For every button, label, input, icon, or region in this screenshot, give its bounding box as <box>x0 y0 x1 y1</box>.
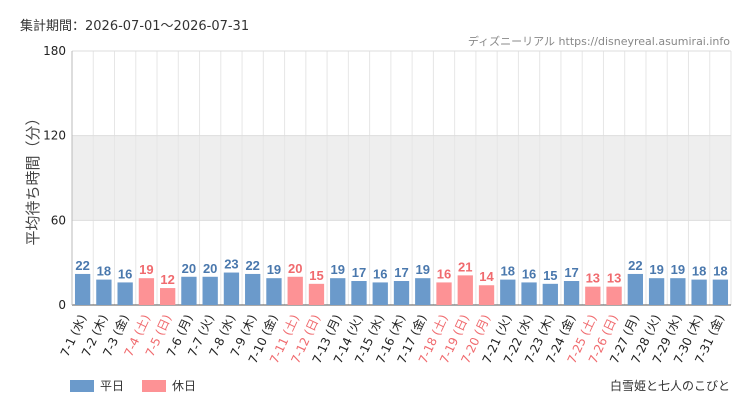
data-label: 17 <box>564 265 578 280</box>
data-label: 14 <box>479 269 494 284</box>
data-label: 18 <box>713 264 727 279</box>
data-label: 17 <box>352 265 366 280</box>
bar <box>223 272 240 305</box>
data-label: 15 <box>543 268 557 283</box>
y-tick-label: 0 <box>58 298 66 312</box>
data-label: 15 <box>309 268 323 283</box>
bar <box>138 278 155 305</box>
bar <box>648 278 665 305</box>
bar <box>96 279 112 305</box>
data-label: 19 <box>330 262 344 277</box>
data-label: 23 <box>224 257 238 272</box>
bar <box>691 279 707 305</box>
data-label: 22 <box>75 258 89 273</box>
data-label: 18 <box>692 264 706 279</box>
data-label: 22 <box>628 258 642 273</box>
bar <box>181 276 197 305</box>
band-60-120 <box>72 135 731 221</box>
bar <box>712 279 729 305</box>
data-label: 16 <box>437 266 451 281</box>
bar <box>457 275 473 305</box>
bar <box>117 282 133 305</box>
attraction-name: 白雪姫と七人のこびと <box>609 379 730 393</box>
legend-weekday: 平日 <box>70 377 124 394</box>
bar <box>670 278 686 305</box>
legend-holiday-label: 休日 <box>172 379 197 393</box>
data-label: 22 <box>245 258 259 273</box>
data-label: 19 <box>139 262 153 277</box>
bar <box>585 286 601 305</box>
bar <box>521 282 537 305</box>
data-label: 18 <box>97 264 111 279</box>
bar <box>436 282 452 305</box>
data-label: 16 <box>373 266 387 281</box>
bar <box>245 273 261 305</box>
data-label: 20 <box>182 261 196 276</box>
legend-weekday-swatch <box>70 379 94 392</box>
bar <box>351 281 367 305</box>
data-label: 19 <box>671 262 685 277</box>
site-credit: ディズニーリアル https://disneyreal.asumirai.inf… <box>467 35 730 48</box>
data-label: 13 <box>607 271 621 286</box>
bar <box>308 283 325 305</box>
bar <box>160 288 176 305</box>
data-label: 12 <box>160 272 174 287</box>
y-axis-label: 平均待ち時間（分） <box>24 110 42 245</box>
aggregation-period: 集計期間：2026-07-01〜2026-07-31 <box>20 19 250 34</box>
bar <box>415 278 431 305</box>
data-label: 19 <box>649 262 663 277</box>
data-label: 16 <box>118 266 132 281</box>
legend: 平日 休日 <box>70 377 214 394</box>
data-label: 20 <box>288 261 302 276</box>
legend-holiday-swatch <box>142 379 167 392</box>
bar <box>74 273 91 305</box>
bar <box>393 281 410 305</box>
bar <box>202 276 218 305</box>
y-tick-label: 60 <box>51 213 66 227</box>
data-label: 20 <box>203 261 217 276</box>
bar <box>542 283 558 305</box>
y-tick-label: 120 <box>43 129 66 143</box>
data-label: 16 <box>522 266 536 281</box>
bar <box>287 276 303 305</box>
bar <box>500 279 516 305</box>
legend-holiday: 休日 <box>142 377 196 394</box>
bar <box>563 281 580 305</box>
data-label: 13 <box>586 271 600 286</box>
bar <box>627 273 643 305</box>
data-label: 19 <box>267 262 281 277</box>
y-tick-label: 180 <box>43 44 66 58</box>
bar <box>372 282 388 305</box>
data-label: 17 <box>394 265 408 280</box>
bar <box>330 278 346 305</box>
data-label: 18 <box>501 264 515 279</box>
bar <box>266 278 282 305</box>
bar <box>478 285 495 305</box>
legend-weekday-label: 平日 <box>100 379 125 393</box>
data-label: 21 <box>458 259 472 274</box>
bar <box>606 286 622 305</box>
data-label: 19 <box>416 262 430 277</box>
